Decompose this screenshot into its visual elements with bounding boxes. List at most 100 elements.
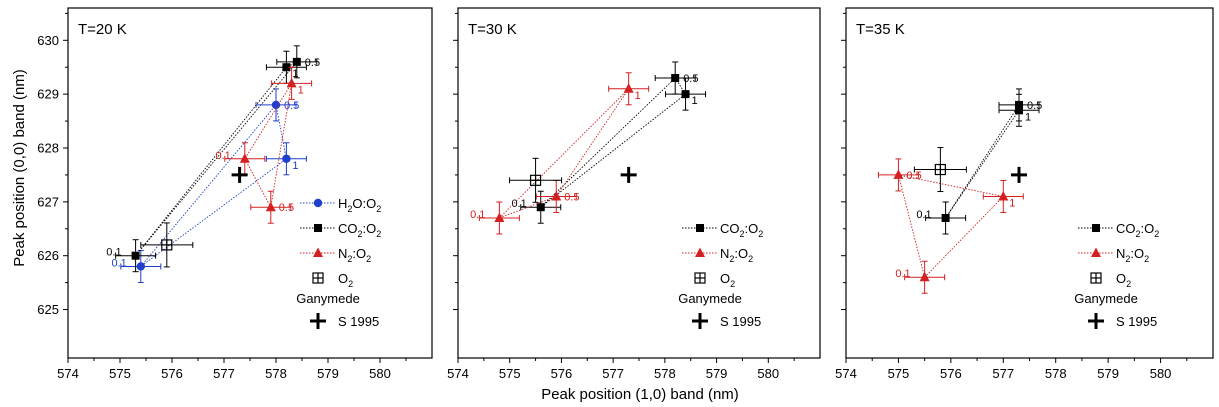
data-point-shape (1015, 106, 1024, 115)
legend-marker (314, 224, 322, 232)
plot-frame (67, 7, 433, 359)
legend-marker (1092, 224, 1100, 232)
point-label: 0.5 (683, 73, 698, 85)
x-tick-label: 575 (109, 366, 131, 381)
x-tick-label: 579 (317, 366, 339, 381)
data-point-shape (239, 153, 250, 163)
legend-label: H2​O:O2​ (338, 196, 381, 214)
legend-item: S 1995 (310, 313, 379, 329)
data-point (1011, 166, 1028, 183)
data-point (536, 203, 545, 212)
legend-marker-shape (1091, 247, 1101, 257)
point-label: 1 (298, 84, 304, 96)
point-label: 1 (1025, 111, 1031, 123)
x-tick-label: 576 (161, 366, 183, 381)
legend-marker (695, 247, 705, 257)
series-s-1995 (231, 166, 248, 183)
point-label: 0.1 (916, 209, 931, 221)
data-point-shape (271, 100, 281, 110)
legend-marker (696, 224, 704, 232)
legend-item: S 1995 (692, 313, 761, 329)
y-tick-label: 630 (37, 33, 59, 48)
point-label: 0.5 (279, 202, 294, 214)
legend-group-label: Ganymede (678, 291, 742, 306)
x-tick-label: 578 (654, 366, 676, 381)
plot-frame (845, 7, 1214, 359)
legend-item: O2​ (1090, 271, 1131, 289)
data-point (998, 190, 1009, 201)
legend-label: O2​ (1116, 271, 1131, 289)
data-point (941, 214, 950, 222)
data-point (671, 74, 680, 82)
point-label: 0.5 (284, 100, 299, 112)
point-label: 0.5 (564, 191, 579, 203)
y-tick-label: 626 (37, 248, 59, 263)
data-point-shape (282, 63, 291, 72)
legend-marker-shape (314, 224, 322, 232)
series-s-1995 (620, 166, 637, 183)
data-point-shape (136, 262, 145, 271)
point-label: 0.1 (511, 198, 526, 210)
data-point-shape (494, 212, 505, 222)
legend-marker-shape (313, 198, 323, 208)
data-point-shape (893, 169, 904, 179)
x-tick-label: 579 (706, 366, 728, 381)
x-tick-label: 574 (835, 366, 857, 381)
data-point (893, 169, 904, 179)
series-h2o-o2: 0.1 0.5 1 (112, 88, 307, 283)
legend-marker (1090, 272, 1102, 284)
legend-item: H2​O:O2​ (300, 196, 381, 214)
legend-label: N2​:O2​ (1116, 246, 1149, 264)
data-point-shape (131, 251, 140, 260)
legend-item: N2​:O2​ (300, 246, 371, 264)
series-line (499, 88, 630, 219)
legend-marker (310, 313, 326, 329)
x-tick-label: 576 (940, 366, 962, 381)
point-label: 0.1 (106, 247, 121, 259)
data-point (681, 90, 690, 99)
point-label: 1 (292, 68, 298, 80)
legend-item: O2​ (694, 271, 735, 289)
legend-label: S 1995 (1116, 314, 1157, 329)
x-tick-label: 577 (992, 366, 1014, 381)
legend-marker (1091, 247, 1101, 257)
data-point-shape (282, 154, 291, 163)
legend: H2​O:O2​ CO2​:O2​ N2​:O2​ O2​ Ganymede S 1995 (296, 196, 381, 329)
series-n2-o2: 0.1 0.5 1 (216, 66, 313, 224)
legend-marker (694, 272, 706, 284)
point-label: 1 (292, 160, 298, 172)
x-tick-label: 577 (602, 366, 624, 381)
legend-label: CO2​:O2​ (338, 221, 381, 239)
data-point-shape (286, 77, 297, 88)
x-tick-label: 578 (1045, 366, 1067, 381)
series-line (540, 77, 687, 208)
legend-label: O2​ (338, 271, 353, 289)
legend-label: S 1995 (720, 314, 761, 329)
data-point (231, 166, 248, 183)
legend-marker-shape (696, 224, 704, 232)
y-tick-label: 627 (37, 194, 59, 209)
series-co2-o2: 0.10.51 (916, 88, 1042, 235)
series-s-1995 (1011, 166, 1028, 183)
legend-item: O2​ (312, 271, 353, 289)
data-point (282, 63, 291, 72)
series-o2 (913, 147, 967, 193)
data-point (131, 251, 140, 260)
legend-item: CO2​:O2​ (1078, 221, 1159, 239)
data-point (551, 190, 562, 201)
series-line (135, 61, 298, 256)
series-n2-o2: 0.1 0.5 1 (877, 158, 1024, 294)
legend-marker-shape (313, 247, 323, 257)
data-point (161, 239, 173, 251)
legend-marker (313, 198, 323, 208)
x-tick-label: 576 (551, 366, 573, 381)
series-line (945, 103, 1020, 219)
data-point (1015, 106, 1024, 115)
point-label: 1 (692, 95, 698, 107)
data-point-shape (536, 203, 545, 212)
panel-title: T=30 K (468, 21, 517, 38)
data-point (286, 77, 297, 88)
legend-marker (692, 313, 708, 329)
series-n2-o2: 0.1 0.5 1 (470, 72, 650, 235)
